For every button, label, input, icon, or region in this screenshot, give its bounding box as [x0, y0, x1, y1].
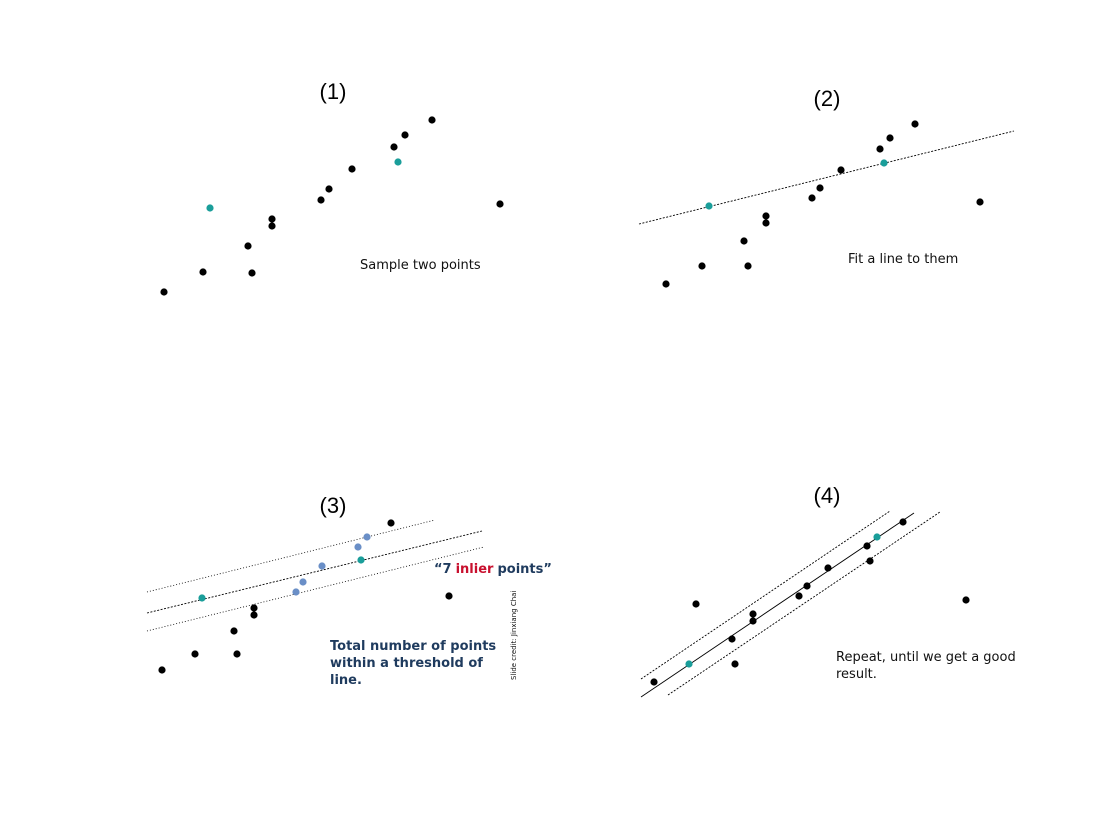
data-point: [268, 222, 276, 230]
data-point: [698, 262, 706, 270]
data-point: [248, 269, 256, 277]
sampled-point: [198, 594, 206, 602]
inlier-annotation: “7 inlier points”: [434, 562, 552, 577]
inlier-point: [354, 543, 362, 551]
panel-4-points: [650, 518, 970, 686]
fitted-line: [146, 530, 483, 614]
data-point: [740, 237, 748, 245]
data-point: [762, 212, 770, 220]
data-point: [976, 198, 984, 206]
data-point: [803, 582, 811, 590]
data-point: [808, 194, 816, 202]
data-point: [866, 557, 874, 565]
data-point: [390, 143, 398, 151]
threshold-line: [146, 546, 485, 632]
data-point: [445, 592, 453, 600]
data-point: [863, 542, 871, 550]
data-point: [250, 604, 258, 612]
panel-1: (1) Sample two points: [160, 79, 504, 296]
data-point: [692, 600, 700, 608]
sampled-point: [206, 204, 214, 212]
panel-4-label: (4): [814, 483, 841, 508]
panel-3: (3) “7 inlier points” Total number of poin…: [146, 493, 552, 688]
panel-1-label: (1): [320, 79, 347, 104]
data-point: [317, 196, 325, 204]
data-point: [728, 635, 736, 643]
data-point: [744, 262, 752, 270]
data-point: [816, 184, 824, 192]
data-point: [962, 596, 970, 604]
data-point: [230, 627, 238, 635]
panel-4-caption-line-1: Repeat, until we get a good: [836, 650, 1016, 665]
data-point: [749, 617, 757, 625]
panel-3-caption-line-3: line.: [330, 673, 362, 688]
data-point: [749, 610, 757, 618]
data-point: [886, 134, 894, 142]
sampled-point: [685, 660, 693, 668]
inlier-point: [292, 588, 300, 596]
inlier-point: [318, 562, 326, 570]
annotation-rest: points”: [497, 562, 551, 577]
data-point: [160, 288, 168, 296]
inlier-point: [299, 578, 307, 586]
panel-3-label: (3): [320, 493, 347, 518]
panel-2-points: [662, 120, 984, 288]
sampled-point: [880, 159, 888, 167]
data-point: [250, 611, 258, 619]
panel-2: (2) Fit a line to them: [638, 86, 1015, 288]
data-point: [911, 120, 919, 128]
threshold-line: [146, 519, 436, 593]
annotation-count: 7: [443, 562, 452, 577]
data-point: [191, 650, 199, 658]
data-point: [401, 131, 409, 139]
panel-4: (4) Repeat, until we get a good result.: [640, 483, 1016, 698]
panel-3-caption-line-1: Total number of points: [330, 639, 496, 654]
data-point: [428, 116, 436, 124]
panel-1-points: [160, 116, 504, 296]
data-point: [837, 166, 845, 174]
data-point: [387, 519, 395, 527]
threshold-line: [640, 510, 891, 680]
panel-4-lines: [640, 510, 941, 698]
annotation-highlight-word: inlier: [456, 562, 494, 577]
sampled-point: [357, 556, 365, 564]
data-point: [662, 280, 670, 288]
data-point: [876, 145, 884, 153]
panel-3-points: [158, 519, 453, 674]
annotation-open-quote: “: [434, 562, 443, 577]
panel-1-caption: Sample two points: [360, 258, 481, 273]
data-point: [650, 678, 658, 686]
data-point: [824, 564, 832, 572]
data-point: [233, 650, 241, 658]
data-point: [795, 592, 803, 600]
inlier-point: [363, 533, 371, 541]
slide-credit: Slide credit: Jinxiang Chai: [510, 591, 518, 680]
panel-2-lines: [638, 130, 1015, 225]
fitted-line: [638, 130, 1015, 225]
data-point: [199, 268, 207, 276]
data-point: [348, 165, 356, 173]
data-point: [325, 185, 333, 193]
data-point: [731, 660, 739, 668]
data-point: [496, 200, 504, 208]
panel-3-caption-line-2: within a threshold of: [330, 656, 483, 671]
panel-2-caption: Fit a line to them: [848, 252, 958, 267]
threshold-line: [667, 511, 941, 696]
data-point: [762, 219, 770, 227]
data-point: [244, 242, 252, 250]
sampled-point: [705, 202, 713, 210]
panel-2-label: (2): [814, 86, 841, 111]
data-point: [158, 666, 166, 674]
sampled-point: [394, 158, 402, 166]
data-point: [899, 518, 907, 526]
panel-4-caption-line-2: result.: [836, 667, 877, 682]
data-point: [268, 215, 276, 223]
sampled-point: [873, 533, 881, 541]
